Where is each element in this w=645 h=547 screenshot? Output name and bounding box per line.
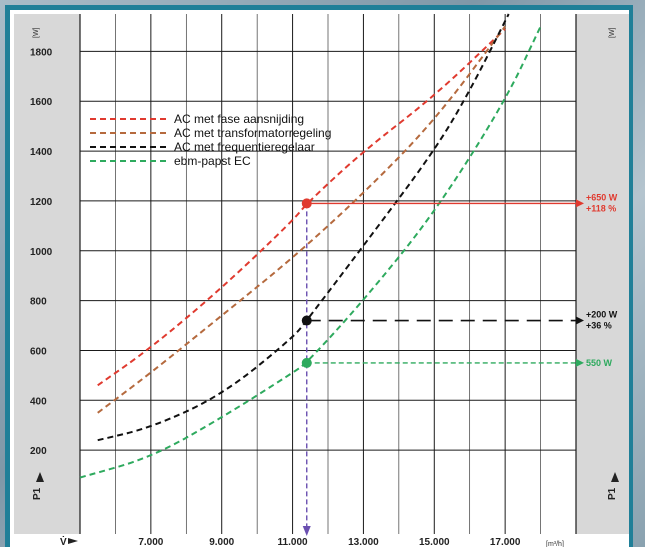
reference-point	[301, 315, 312, 326]
x-unit: [m³/h]	[546, 541, 564, 547]
y-unit-left: [W]	[33, 27, 40, 38]
y-arrow-right	[611, 472, 619, 482]
reference-arrow	[302, 526, 311, 536]
x-tick-label: 9.000	[209, 537, 234, 547]
leader-arrow	[576, 358, 584, 367]
reference-label: +118 %	[586, 203, 616, 213]
series-line	[79, 26, 542, 479]
x-arrow	[68, 538, 78, 544]
y-unit-right: [W]	[609, 27, 616, 38]
y-tick-label: 1800	[30, 47, 53, 58]
y-tick-label: 1200	[30, 197, 53, 208]
reference-label: 550 W	[586, 358, 613, 368]
legend-label: ebm-papst EC	[174, 154, 251, 168]
y-arrow-left	[36, 472, 44, 482]
y-tick-label: 600	[30, 346, 47, 357]
y-axis-symbol-left: P1	[32, 487, 43, 500]
x-tick-label: 13.000	[348, 537, 379, 547]
x-axis-symbol: V̇	[60, 536, 67, 547]
legend-label: AC met frequentieregelaar	[174, 140, 315, 154]
y-tick-label: 400	[30, 396, 47, 407]
y-axis-symbol-right: P1	[607, 487, 618, 500]
y-tick-label: 1400	[30, 147, 53, 158]
series-line	[97, 13, 510, 442]
series-line	[97, 25, 506, 414]
reference-label: +650 W	[586, 192, 618, 202]
series-line	[97, 28, 506, 387]
x-tick-label: 15.000	[419, 537, 450, 547]
left-axis-band	[14, 14, 80, 534]
x-tick-label: 11.000	[278, 537, 308, 547]
y-tick-label: 1000	[30, 247, 53, 258]
x-tick-label: 17.000	[490, 537, 521, 547]
reference-point	[301, 198, 312, 209]
x-tick-label: 7.000	[138, 537, 163, 547]
y-tick-label: 200	[30, 446, 47, 457]
legend-label: AC met fase aansnijding	[174, 112, 304, 126]
right-axis-band	[576, 14, 629, 534]
legend-label: AC met transformatorregeling	[174, 126, 331, 140]
reference-label: +200 W	[586, 310, 618, 320]
leader-arrow	[576, 199, 584, 208]
y-tick-label: 1600	[30, 97, 53, 108]
reference-point	[301, 357, 312, 368]
y-tick-label: 800	[30, 297, 47, 308]
reference-label: +36 %	[586, 321, 612, 331]
leader-arrow	[576, 316, 584, 325]
